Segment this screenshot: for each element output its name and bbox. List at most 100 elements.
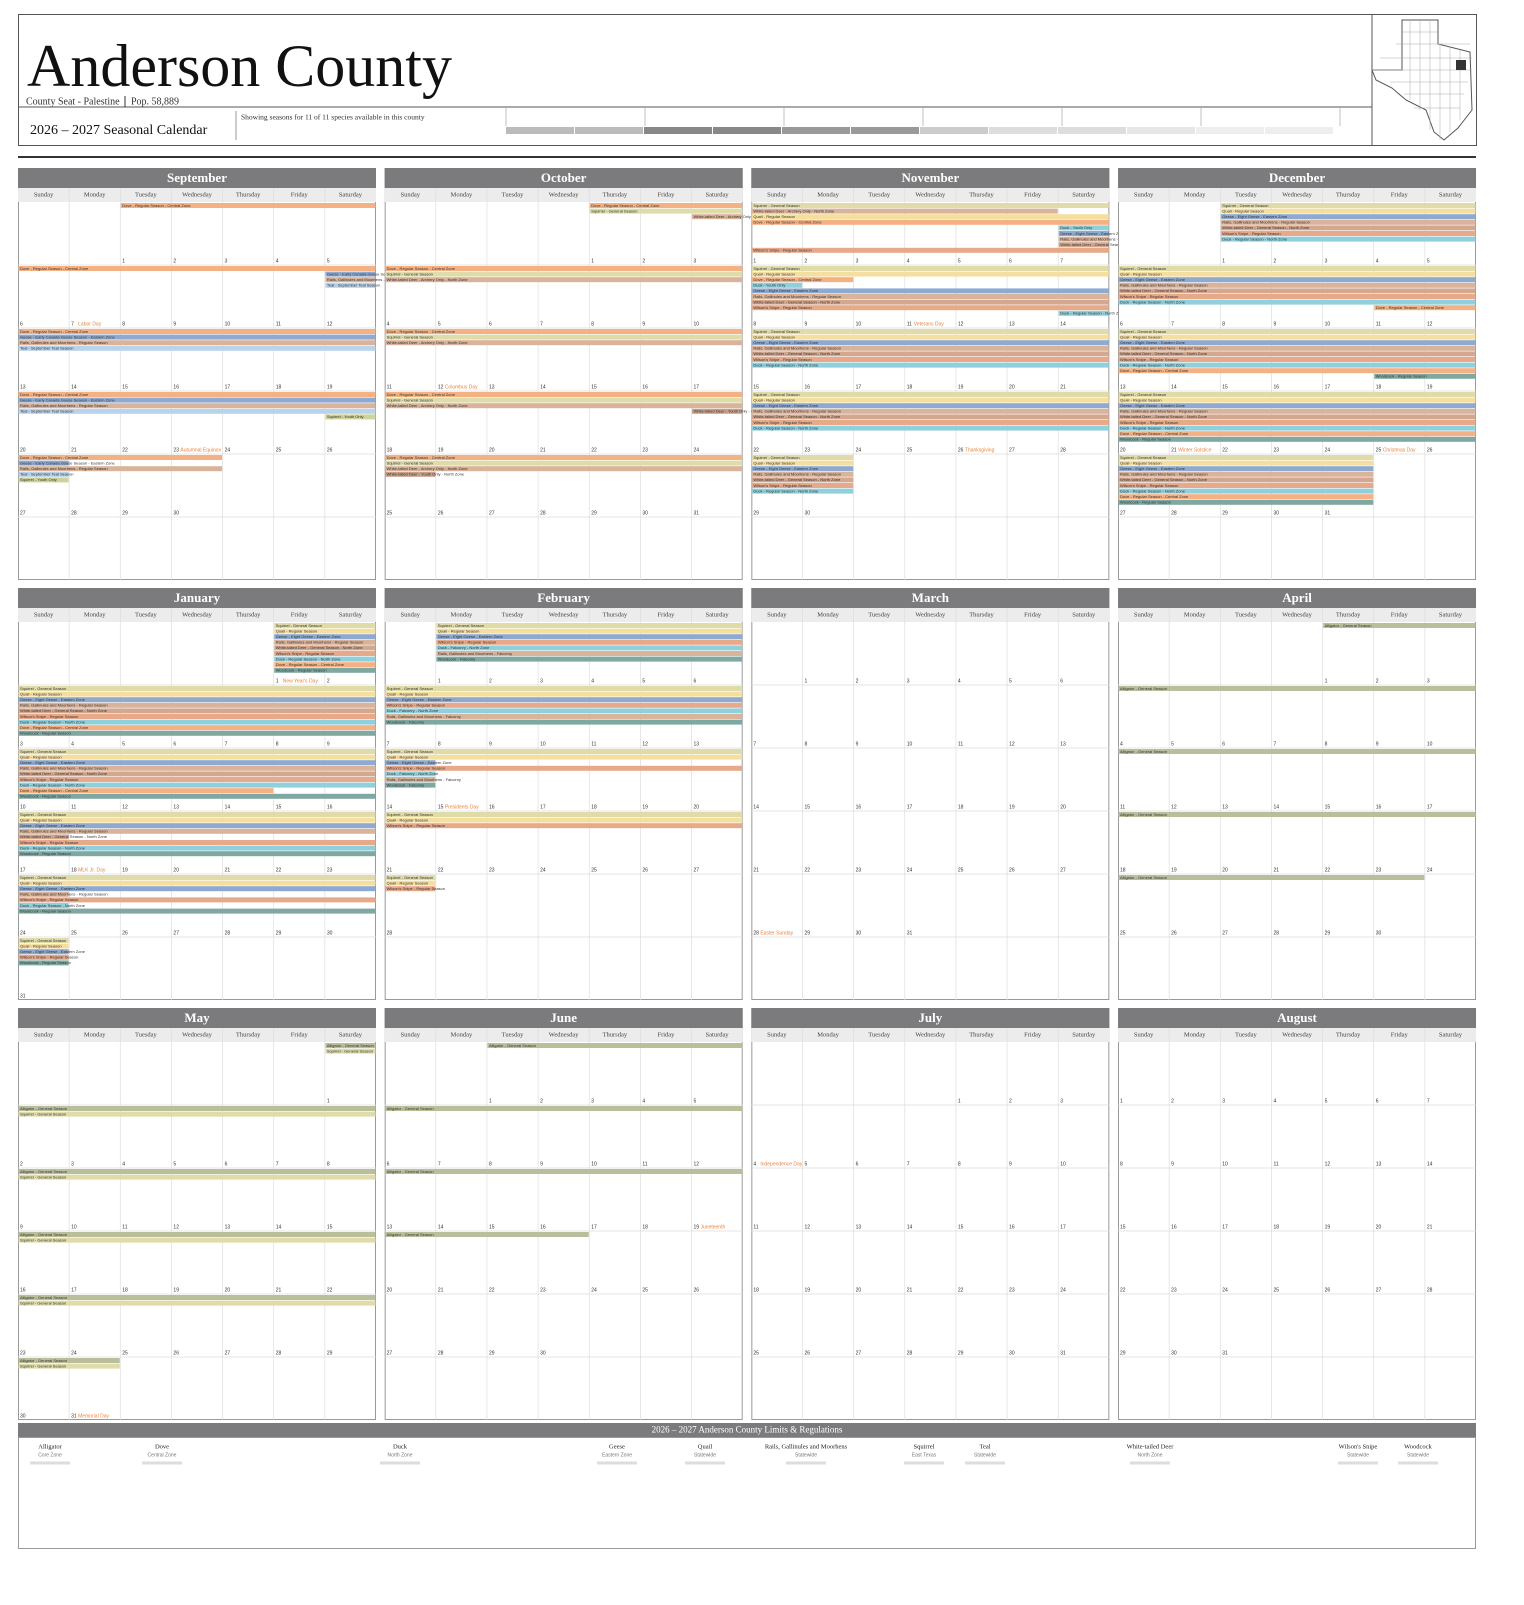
season-label: Rails, Gallinules and Moorhens - Regular… (1222, 220, 1310, 225)
season-bar (589, 203, 743, 208)
season-bar (274, 634, 376, 640)
day-number: 23 (856, 867, 862, 873)
day-number: 9 (20, 1224, 23, 1230)
day-number: 12 (327, 321, 333, 327)
day-number: 2 (1171, 1098, 1174, 1104)
season-bar (18, 828, 376, 834)
season-label: Wilson's Snipe - Regular Season (1222, 231, 1280, 236)
season-bar (18, 875, 376, 880)
season-bar (751, 345, 1109, 351)
day-number: 2 (173, 258, 176, 264)
season-bar (1118, 488, 1374, 494)
season-bar (18, 943, 69, 949)
day-number: 1 (958, 1098, 961, 1104)
season-bar (120, 203, 376, 208)
season-label: Wilson's Snipe - Regular Season (276, 651, 334, 656)
season-label: Duck - Youth Only (753, 283, 785, 288)
season-label: Alligator - General Season (1120, 686, 1167, 691)
season-bar (18, 334, 376, 340)
day-number: 1 (804, 678, 807, 684)
season-bar (751, 357, 1109, 362)
day-number: 18 (71, 867, 77, 873)
weekday-row (751, 608, 1110, 622)
day-number: 12 (642, 741, 648, 747)
day-number: 1 (122, 258, 125, 264)
day-number: 7 (1273, 741, 1276, 747)
season-bar (1118, 392, 1476, 397)
season-label: Woodcock - Regular Season (20, 851, 71, 856)
day-number: 29 (489, 1350, 495, 1356)
season-bar (18, 793, 376, 799)
season-bar (18, 777, 376, 782)
season-bar (751, 408, 1109, 414)
day-number: 12 (958, 321, 964, 327)
strip-block (575, 127, 643, 134)
season-label: Wilson's Snipe - Regular Season (753, 248, 811, 253)
season-bar (18, 1106, 376, 1111)
day-number: 25 (276, 447, 282, 453)
season-label: Geese - Early Canada Goose Season - East… (20, 397, 115, 402)
day-number: 28 (71, 510, 77, 516)
season-bar (18, 725, 376, 731)
season-bar (385, 777, 436, 782)
holiday-label: Christmas Day (1383, 447, 1416, 453)
month-name: January (174, 590, 221, 605)
season-label: Woodcock - Falconry (387, 719, 425, 724)
season-bar (18, 760, 376, 766)
day-number: 30 (1171, 1350, 1177, 1356)
season-label: Squirrel - General Season (20, 1111, 66, 1116)
month-panel: October Sunday Monday Tuesday Wednesday Thurs… (384, 168, 775, 580)
weekday-label: Friday (291, 191, 309, 198)
day-number: 7 (225, 741, 228, 747)
day-number: 21 (1171, 447, 1177, 453)
day-number: 21 (276, 1287, 282, 1293)
season-bar (385, 334, 743, 340)
day-number: 14 (387, 804, 393, 810)
month-frame (751, 168, 1110, 580)
day-number: 3 (694, 258, 697, 264)
species-zone: Core Zone (38, 1452, 62, 1458)
holiday-label: Labor Day (78, 321, 102, 327)
season-bar (18, 477, 69, 483)
season-label: Dove - Regular Season - Central Zone (387, 392, 456, 397)
weekday-label: Wednesday (182, 611, 213, 618)
day-number: 11 (591, 741, 596, 747)
day-number: 26 (642, 867, 648, 873)
season-bar (18, 1111, 376, 1117)
day-number: 21 (1273, 867, 1279, 873)
weekday-label: Thursday (1336, 191, 1361, 198)
season-bar (1118, 686, 1476, 691)
day-number: 16 (20, 1287, 26, 1293)
species-zone: Eastern Zone (602, 1452, 632, 1458)
season-bar (751, 362, 1109, 368)
day-number: 15 (591, 384, 597, 390)
day-number: 22 (122, 447, 128, 453)
month-name: November (901, 170, 959, 185)
day-number: 1 (591, 258, 594, 264)
season-bar (436, 656, 743, 662)
day-number: 27 (225, 1350, 231, 1356)
day-number: 25 (1120, 930, 1126, 936)
day-number: 4 (1120, 741, 1123, 747)
season-bar (1118, 494, 1374, 500)
holiday-label: Autumnal Equinox (180, 447, 221, 453)
season-bar (18, 817, 376, 823)
season-label: Dove - Regular Season - Central Zone (20, 266, 89, 271)
season-label: Squirrel - General Season (387, 686, 433, 691)
season-bar (1374, 373, 1476, 379)
day-number: 9 (173, 321, 176, 327)
day-number: 9 (642, 321, 645, 327)
season-label: Dove - Regular Season - Central Zone (1120, 494, 1189, 499)
season-label: Squirrel - General Season (20, 1300, 66, 1305)
day-number: 10 (907, 741, 913, 747)
weekday-label: Monday (451, 191, 473, 198)
weekday-label: Saturday (1072, 1031, 1096, 1038)
weekday-label: Monday (84, 611, 106, 618)
season-bar (1118, 436, 1476, 442)
season-bar (1220, 225, 1476, 231)
day-number: 26 (804, 1350, 810, 1356)
season-bar (385, 397, 743, 403)
weekday-row (751, 188, 1110, 202)
season-label: Duck - Regular Season - North Zone (1120, 299, 1186, 304)
season-label: Quail - Regular Season (753, 460, 795, 465)
